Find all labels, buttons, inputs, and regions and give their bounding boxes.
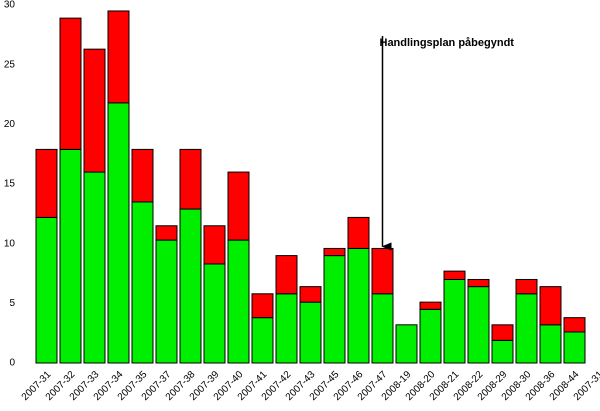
bar-segment [275, 255, 298, 295]
bar-segment [203, 263, 226, 364]
bar-segment [299, 286, 322, 303]
bar-segment [83, 171, 106, 364]
bar-segment [371, 293, 394, 364]
bar-segment [227, 171, 250, 241]
y-tick-label: 10 [4, 238, 16, 249]
bar-segment [203, 225, 226, 265]
bar-segment [395, 324, 418, 364]
annotation: Handlingsplan påbegyndt [380, 37, 515, 49]
bar-segment [491, 339, 514, 364]
bar-segment [419, 308, 442, 364]
bar-segment [323, 247, 346, 257]
bar-segment [347, 247, 370, 364]
bar-segment [83, 48, 106, 173]
bar-segment [179, 208, 202, 364]
bar-segment [419, 301, 442, 310]
bar-segment [35, 148, 58, 218]
bar-segment [227, 239, 250, 364]
bar-segment [467, 278, 490, 288]
bar-segment [107, 10, 130, 104]
bar-segment [515, 278, 538, 295]
bar-segment [155, 225, 178, 241]
bar-segment [251, 293, 274, 319]
bar-segment [251, 317, 274, 364]
bar-segment [131, 148, 154, 203]
bar-segment [59, 17, 82, 150]
bar-segment [107, 102, 130, 364]
bar-segment [35, 216, 58, 364]
y-tick-label: 25 [4, 59, 16, 70]
bar-segment [515, 293, 538, 364]
bar-segment [155, 239, 178, 364]
bar-segment [539, 286, 562, 326]
y-tick-label: 5 [9, 298, 15, 309]
y-tick-label: 15 [4, 179, 16, 190]
y-tick-label: 30 [4, 0, 16, 11]
bar-segment [275, 293, 298, 364]
bar-segment [59, 148, 82, 364]
y-tick-label: 20 [4, 119, 16, 130]
bar-segment [371, 247, 394, 295]
bar-segment [299, 301, 322, 364]
bar-segment [563, 317, 586, 333]
bar-segment [491, 324, 514, 341]
bar-segment [539, 324, 562, 364]
bar-segment [563, 331, 586, 364]
bar-segment [443, 278, 466, 364]
bar-segment [131, 201, 154, 364]
bar-segment [179, 148, 202, 210]
bar-segment [323, 255, 346, 364]
bar-segment [467, 286, 490, 364]
bar-segment [443, 270, 466, 280]
y-tick-label: 0 [9, 358, 15, 369]
bar-segment [347, 216, 370, 249]
